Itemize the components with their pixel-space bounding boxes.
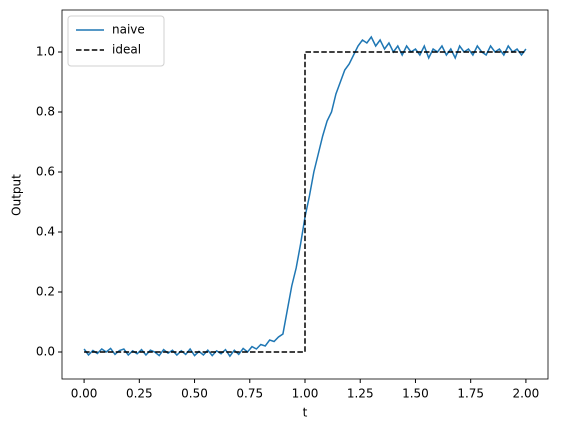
x-tick-label: 0.75 [236, 387, 263, 401]
x-tick-label: 0.25 [126, 387, 153, 401]
x-tick-label: 2.00 [513, 387, 540, 401]
y-tick-label: 0.2 [36, 285, 55, 299]
y-axis-label: Output [10, 174, 24, 216]
legend-box [67, 15, 165, 67]
x-tick-label: 1.00 [292, 387, 319, 401]
x-axis-label: t [303, 406, 308, 420]
legend-label: ideal [112, 43, 141, 57]
y-tick-label: 0.8 [36, 105, 55, 119]
x-tick-label: 0.50 [181, 387, 208, 401]
y-tick-label: 0.6 [36, 165, 55, 179]
series-line [84, 51, 526, 353]
plot-frame [61, 9, 549, 380]
x-tick-label: 1.50 [402, 387, 429, 401]
y-tick-label: 0.4 [36, 225, 55, 239]
x-tick-label: 1.75 [457, 387, 484, 401]
y-tick-label: 0.0 [36, 345, 55, 359]
x-tick-label: 0.00 [71, 387, 98, 401]
legend-label: naive [112, 23, 145, 37]
y-tick-label: 1.0 [36, 45, 55, 59]
x-tick-label: 1.25 [347, 387, 374, 401]
